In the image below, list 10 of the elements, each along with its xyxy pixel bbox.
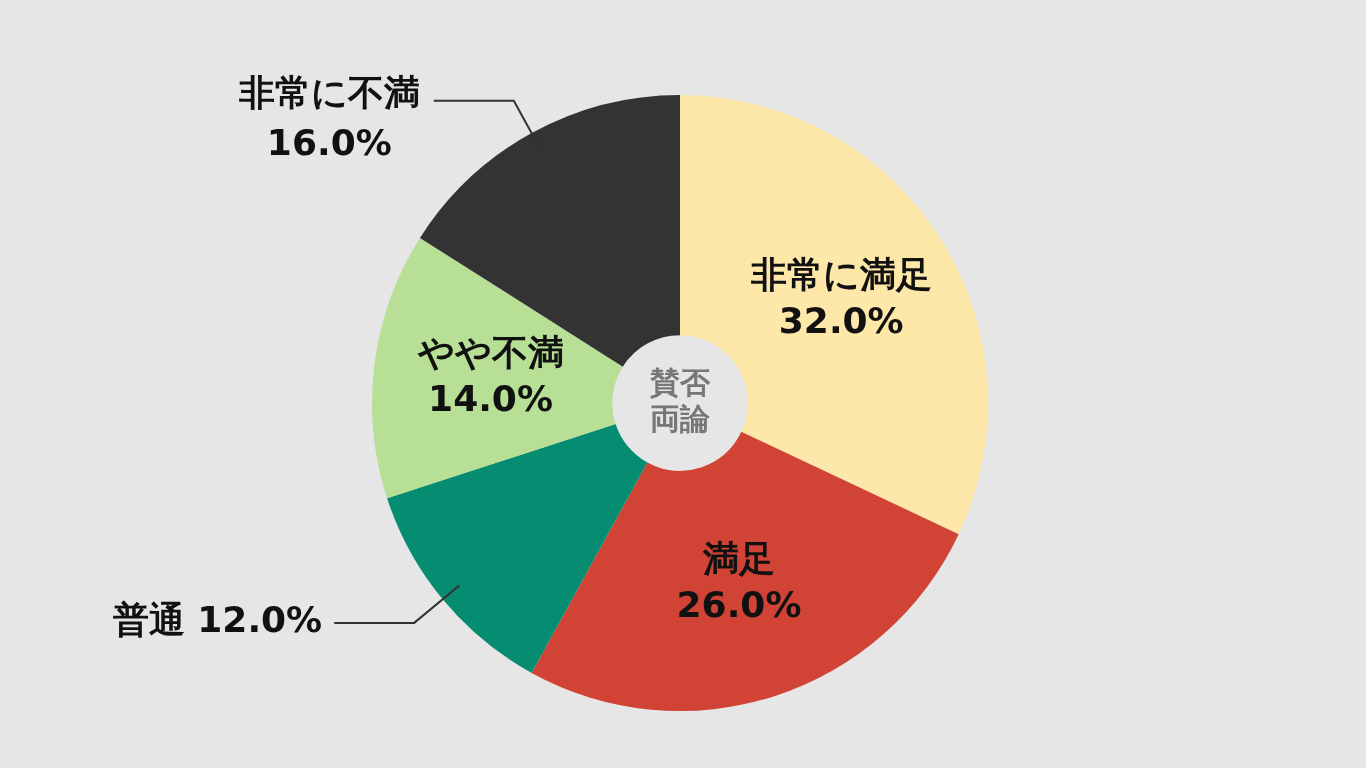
slice-label: 非常に満足 (749, 254, 932, 296)
slice-label: やや不満 (416, 332, 564, 374)
data-label: 26.0% (676, 583, 802, 625)
text: 賛否両論 (649, 364, 711, 436)
slice-label: 普通 12.0% (112, 599, 323, 641)
data-label: 16.0% (266, 122, 392, 164)
slice-label: 非常に不満 (237, 72, 420, 114)
data-label: 14.0% (428, 378, 553, 420)
slice-label: 満足 (702, 537, 776, 579)
data-label: 32.0% (778, 300, 904, 342)
